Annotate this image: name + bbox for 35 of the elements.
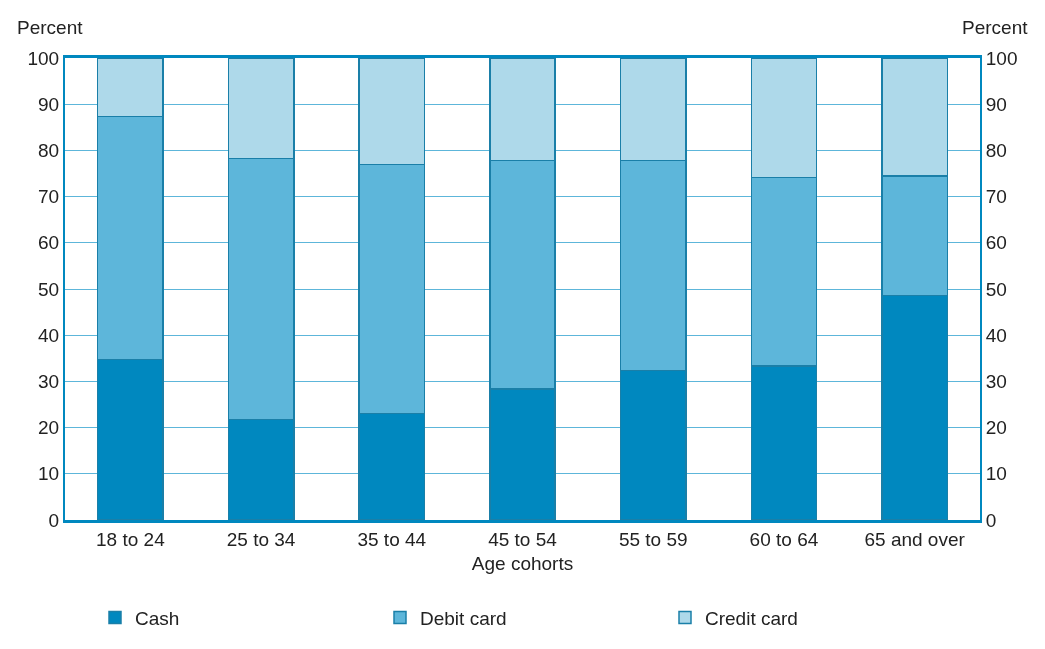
x-axis-title: Age cohorts bbox=[471, 552, 574, 574]
y2-tick-label: 80 bbox=[985, 140, 1007, 162]
y2-tick-label: 50 bbox=[985, 278, 1007, 300]
y2-tick-label: 90 bbox=[985, 93, 1007, 115]
y2-tick-label: 0 bbox=[985, 509, 997, 531]
y2-tick-label: 10 bbox=[985, 463, 1007, 485]
y2-tick-label: 100 bbox=[985, 47, 1018, 69]
y2-tick-label: 40 bbox=[985, 324, 1007, 346]
x-tick-label: 55 to 59 bbox=[618, 528, 688, 550]
y-tick-label: 100 bbox=[27, 47, 60, 69]
y-tick-label: 80 bbox=[38, 140, 60, 162]
y-tick-label: 20 bbox=[38, 417, 60, 439]
y-tick-label: 10 bbox=[38, 463, 60, 485]
x-tick-label: 60 to 64 bbox=[749, 528, 819, 550]
legend-label: Credit card bbox=[705, 607, 798, 629]
y-tick-label: 30 bbox=[38, 371, 60, 393]
x-tick-label: 45 to 54 bbox=[488, 528, 558, 550]
y-tick-label: 50 bbox=[38, 278, 60, 300]
y2-tick-label: 70 bbox=[985, 186, 1007, 208]
y-axis-title: Percent bbox=[17, 17, 84, 38]
y-tick-label: 70 bbox=[38, 186, 60, 208]
y2-tick-label: 60 bbox=[985, 232, 1007, 254]
y-tick-label: 60 bbox=[38, 232, 60, 254]
x-tick-label: 25 to 34 bbox=[226, 528, 296, 550]
legend-label: Debit card bbox=[420, 607, 507, 629]
x-tick-label: 18 to 24 bbox=[96, 528, 166, 550]
y-tick-label: 0 bbox=[48, 509, 60, 531]
legend-label: Cash bbox=[135, 607, 180, 629]
y2-axis-title: Percent bbox=[962, 17, 1029, 38]
x-tick-label: 65 and over bbox=[864, 528, 966, 550]
x-tick-label: 35 to 44 bbox=[357, 528, 427, 550]
y-tick-label: 40 bbox=[38, 324, 60, 346]
y-tick-label: 90 bbox=[38, 93, 60, 115]
y2-tick-label: 30 bbox=[985, 371, 1007, 393]
y2-tick-label: 20 bbox=[985, 417, 1007, 439]
